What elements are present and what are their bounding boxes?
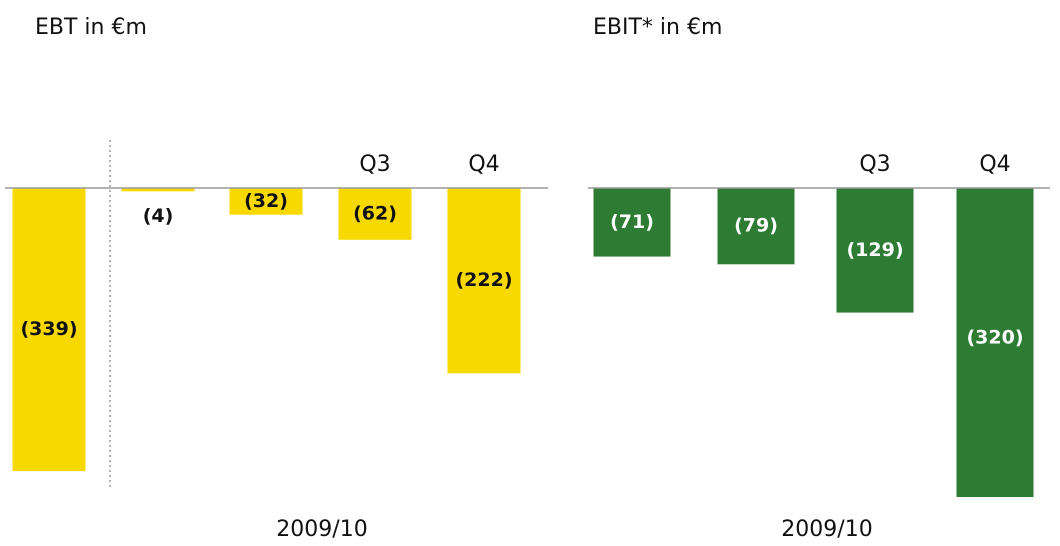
bar (121, 188, 195, 192)
bar (836, 188, 914, 313)
bar (593, 188, 671, 257)
x-tick-label: Q3 (859, 152, 890, 177)
data-label: (62) (353, 202, 397, 224)
x-axis-label: 2009/10 (781, 517, 872, 542)
data-label: (4) (143, 205, 174, 227)
data-label: (79) (734, 215, 778, 237)
data-label: (71) (610, 211, 654, 233)
x-tick-label: Q4 (468, 152, 499, 177)
data-label: (320) (966, 327, 1023, 349)
data-label: (339) (20, 318, 77, 340)
bar (447, 188, 521, 374)
data-label: (222) (455, 269, 512, 291)
x-axis-label: 2009/10 (276, 517, 367, 542)
chart-title: EBIT* in €m (593, 15, 722, 40)
x-tick-label: Q4 (979, 152, 1010, 177)
chart-title: EBT in €m (35, 15, 147, 40)
x-tick-label: Q3 (359, 152, 390, 177)
bar (338, 188, 412, 240)
data-label: (129) (846, 239, 903, 261)
bar (229, 188, 303, 215)
data-label: (32) (244, 190, 288, 212)
bar (956, 188, 1034, 498)
bar (717, 188, 795, 265)
bar (12, 188, 86, 472)
